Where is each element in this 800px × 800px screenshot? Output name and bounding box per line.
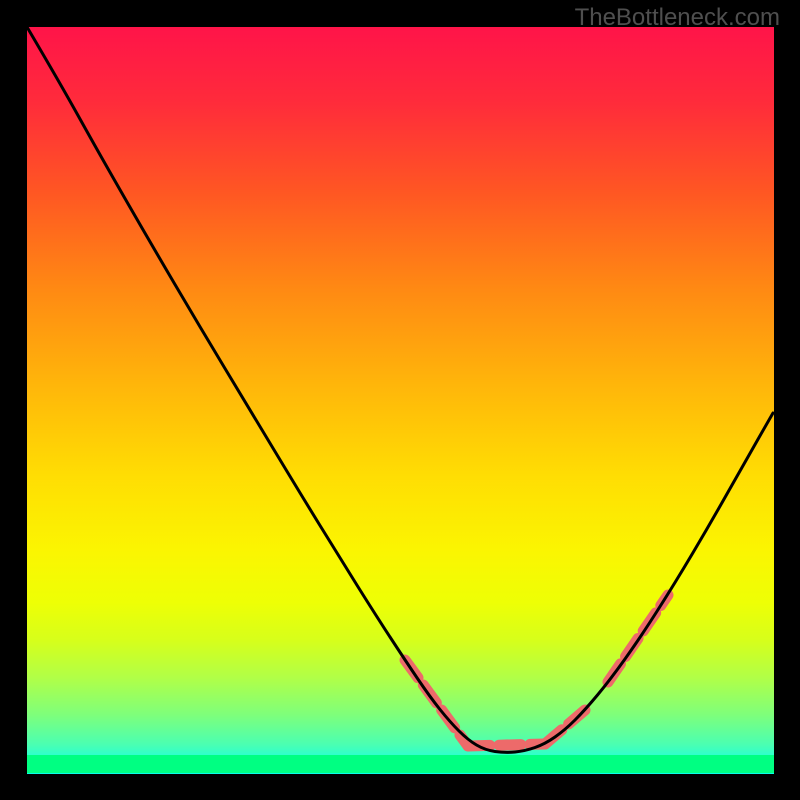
watermark-text: TheBottleneck.com bbox=[575, 4, 780, 32]
gradient-chart bbox=[0, 0, 800, 800]
bottom-band bbox=[27, 755, 774, 773]
chart-stage: TheBottleneck.com bbox=[0, 0, 800, 800]
